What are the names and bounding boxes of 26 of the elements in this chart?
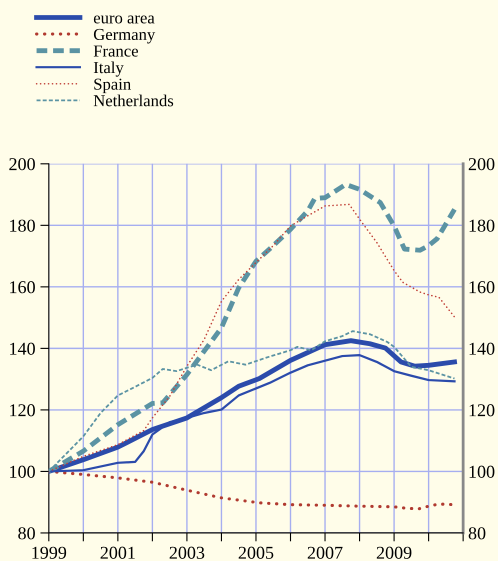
y2-tick-label: 100 xyxy=(470,466,494,478)
legend-label: Spain xyxy=(94,78,131,94)
legend-label: euro area xyxy=(94,15,155,24)
y-tick-label: 100 xyxy=(10,466,35,478)
y-tick-label: 160 xyxy=(10,281,35,294)
y2-tick-label: 80 xyxy=(468,527,486,540)
legend-label: France xyxy=(94,46,138,57)
x-tick-label: 2009 xyxy=(376,546,412,559)
x-tick-label: 1999 xyxy=(32,546,66,559)
y2-tick-label: 180 xyxy=(470,220,494,232)
y2-tick-label: 140 xyxy=(470,342,494,355)
y-tick-label: 180 xyxy=(10,220,35,232)
y2-tick-label: 120 xyxy=(470,404,494,416)
y-tick-label: 80 xyxy=(18,527,35,540)
y-tick-label: 140 xyxy=(10,342,35,355)
legend-label: Netherlands xyxy=(94,94,174,106)
x-tick-label: 2001 xyxy=(100,546,135,559)
legend-label: Italy xyxy=(94,61,124,77)
legend-label: Germany xyxy=(94,28,156,44)
y-tick-label: 120 xyxy=(10,404,35,416)
y-tick-label: 200 xyxy=(9,158,35,170)
x-tick-label: 2003 xyxy=(170,546,204,559)
y2-tick-label: 200 xyxy=(468,158,494,170)
x-tick-label: 2007 xyxy=(308,546,343,559)
y2-tick-label: 160 xyxy=(470,281,494,294)
x-tick-label: 2005 xyxy=(238,546,274,559)
